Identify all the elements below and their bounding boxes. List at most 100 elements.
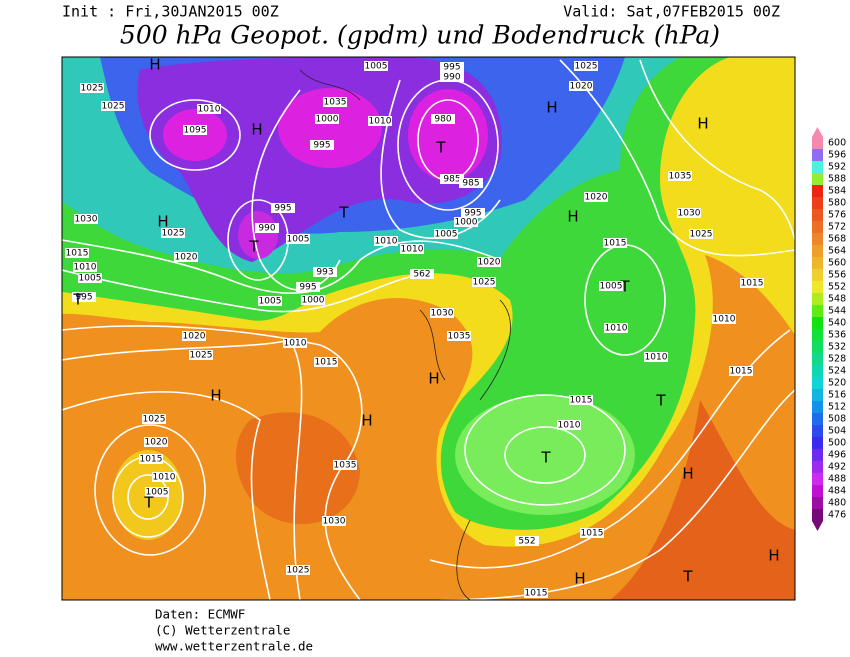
isobar-label: 1010 <box>558 421 581 431</box>
label-box <box>557 420 581 430</box>
colorbar-step <box>812 233 823 245</box>
pressure-center: T <box>655 392 666 410</box>
label-box <box>374 236 398 246</box>
label-box <box>440 62 464 72</box>
isobar-label: 1030 <box>323 517 346 527</box>
label-box <box>183 125 207 135</box>
isobar-label: 1010 <box>74 263 97 273</box>
label-box <box>447 331 471 341</box>
label-box <box>286 565 310 575</box>
label-box <box>740 278 764 288</box>
label-box <box>459 178 483 188</box>
isobar-label: 1000 <box>316 115 339 125</box>
pressure-center: T <box>619 278 630 296</box>
isobar-label: 1035 <box>669 172 692 182</box>
colorbar-label: 552 <box>828 282 846 293</box>
label-box <box>296 282 320 292</box>
isobar-label: 1005 <box>365 62 388 72</box>
label-box <box>580 528 604 538</box>
label-box <box>73 262 97 272</box>
isobar-label: 990 <box>258 224 275 234</box>
isobar-label: 985 <box>462 179 479 189</box>
label-box <box>603 238 627 248</box>
label-box <box>313 267 337 277</box>
colorbar-step <box>812 341 823 353</box>
colorbar-step <box>812 485 823 497</box>
colorbar-step <box>812 149 823 161</box>
isobar-label: 1020 <box>570 82 593 92</box>
isobar-label: 1025 <box>102 102 125 112</box>
colorbar-label: 524 <box>828 366 846 377</box>
isobar-label: 1020 <box>585 193 608 203</box>
init-time: Init : Fri,30JAN2015 00Z <box>62 3 279 21</box>
label-box <box>574 61 598 71</box>
isobar-label: 985 <box>443 175 460 185</box>
isobar-label: 1005 <box>600 282 623 292</box>
isobar-label: 1015 <box>525 589 548 599</box>
label-box <box>644 352 668 362</box>
colorbar-step <box>812 173 823 185</box>
isobar-label: 995 <box>75 293 92 303</box>
colorbar-label: 512 <box>828 402 846 413</box>
isobar-label: 1005 <box>146 488 169 498</box>
colorbar-label: 580 <box>828 198 846 209</box>
colorbar-label: 548 <box>828 294 846 305</box>
colorbar-step <box>812 461 823 473</box>
colorbar-step <box>812 365 823 377</box>
pressure-center: T <box>72 291 83 309</box>
colorbar-label: 592 <box>828 162 846 173</box>
map-frame <box>61 56 796 601</box>
label-box <box>434 229 458 239</box>
colorbar-label: 500 <box>828 438 846 449</box>
pressure-center: H <box>697 115 708 133</box>
pressure-center: T <box>143 494 154 512</box>
colorbar-step <box>812 185 823 197</box>
colorbar-step <box>812 473 823 485</box>
isobar-label: 1010 <box>605 324 628 334</box>
isobar-label: 990 <box>443 73 460 83</box>
colorbar-step <box>812 389 823 401</box>
colorbar-step <box>812 257 823 269</box>
pressure-center: H <box>428 370 439 388</box>
colorbar-label: 540 <box>828 318 846 329</box>
isobar-label: 1020 <box>145 438 168 448</box>
colorbar-step <box>812 197 823 209</box>
isobar-label: 1025 <box>575 62 598 72</box>
label-box <box>139 454 163 464</box>
colorbar: 6005965925885845805765725685645605565525… <box>812 127 846 531</box>
colorbar-label: 544 <box>828 306 846 317</box>
label-box <box>431 114 455 124</box>
label-box <box>677 208 701 218</box>
colorbar-label: 528 <box>828 354 846 365</box>
colorbar-step <box>812 353 823 365</box>
colorbar-arrow <box>812 127 823 137</box>
isobar-label: 1010 <box>369 117 392 127</box>
label-box <box>668 171 692 181</box>
colorbar-label: 516 <box>828 390 846 401</box>
isobar-label: 1030 <box>678 209 701 219</box>
label-box <box>174 252 198 262</box>
isobar-label: 1035 <box>334 461 357 471</box>
label-box <box>197 104 221 114</box>
colorbar-label: 520 <box>828 378 846 389</box>
isobar-label: 1010 <box>713 315 736 325</box>
label-box <box>604 323 628 333</box>
isobar-label: 1015 <box>66 249 89 259</box>
footer-line: www.wetterzentrale.de <box>155 639 313 654</box>
label-box <box>584 192 608 202</box>
isobar-label: 1010 <box>284 339 307 349</box>
pressure-center: H <box>149 56 160 74</box>
label-box <box>310 140 334 150</box>
isobar-label: 1025 <box>287 566 310 576</box>
colorbar-step <box>812 509 823 521</box>
label-box <box>314 357 338 367</box>
pressure-center: H <box>157 213 168 231</box>
isobar-label: 980 <box>434 115 451 125</box>
isobar-label: 1015 <box>581 529 604 539</box>
isobar-label: 1010 <box>401 245 424 255</box>
pressure-center: H <box>361 412 372 430</box>
pressure-center: T <box>435 139 446 157</box>
pressure-center: T <box>682 568 693 586</box>
colorbar-step <box>812 293 823 305</box>
